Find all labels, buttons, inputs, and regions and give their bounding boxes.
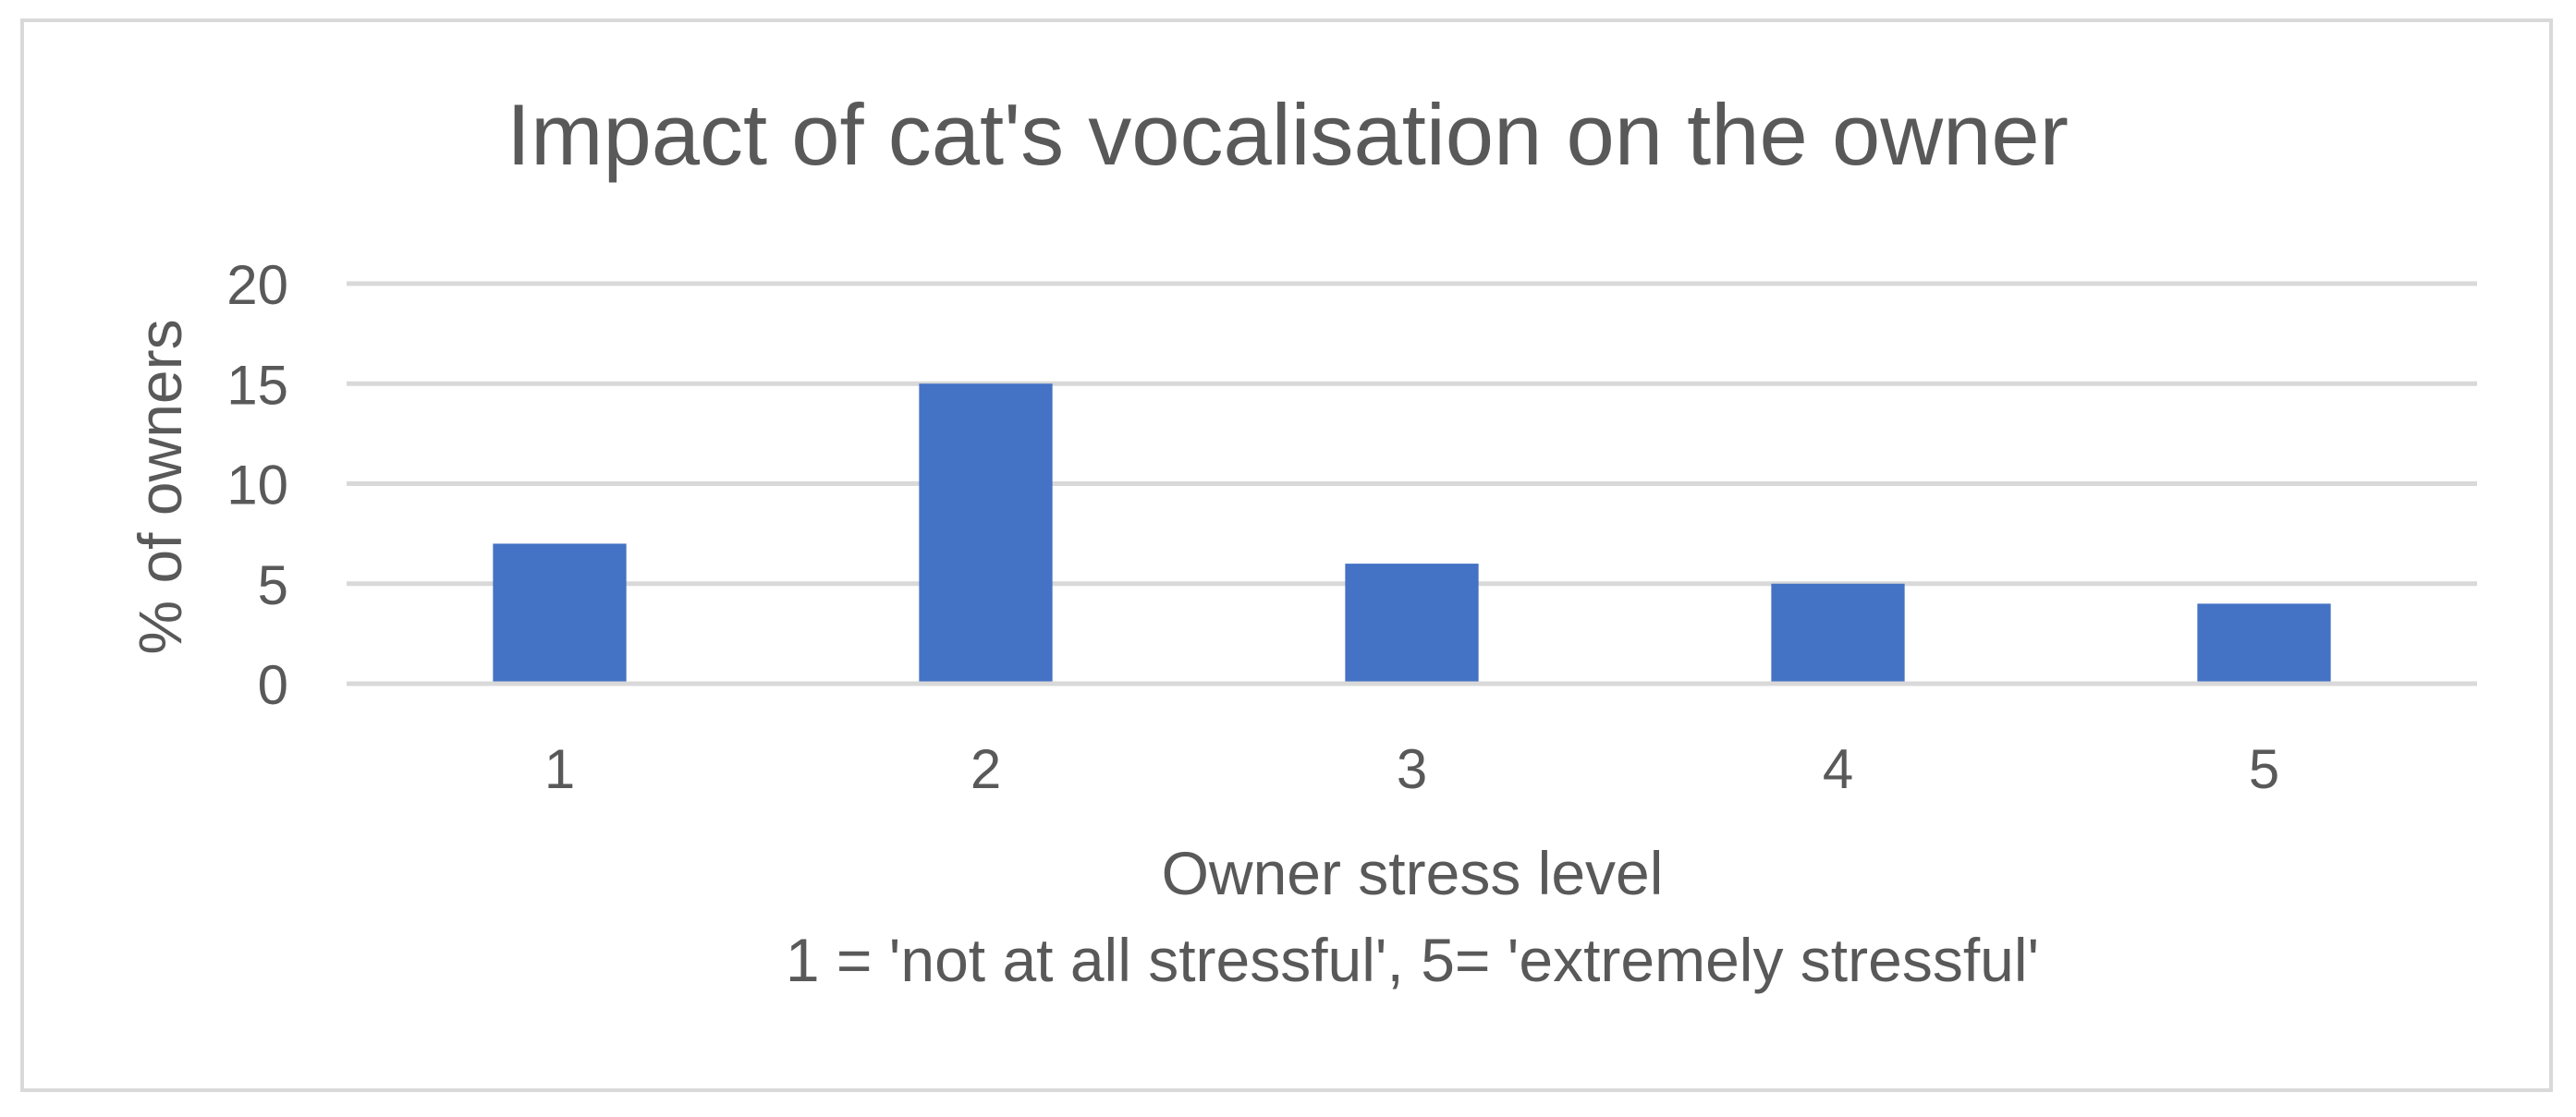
x-tick-label: 1	[544, 738, 575, 800]
x-tick-label: 5	[2249, 738, 2279, 800]
y-tick-label: 5	[258, 554, 288, 616]
y-tick-label: 0	[258, 654, 288, 716]
chart-frame	[20, 18, 2553, 1092]
bar-4	[1771, 583, 1905, 684]
y-axis-ticks: 0 5 10 15 20	[226, 254, 288, 716]
chart-title: Impact of cat's vocalisation on the owne…	[507, 86, 2069, 183]
x-axis-label: Owner stress level	[1162, 839, 1664, 907]
y-tick-label: 20	[226, 254, 288, 316]
x-tick-label: 2	[971, 738, 1001, 800]
x-axis-note: 1 = 'not at all stressful', 5= 'extremel…	[786, 926, 2039, 994]
bar-3	[1345, 564, 1479, 684]
bar-1	[493, 543, 627, 684]
x-tick-label: 4	[1823, 738, 1853, 800]
x-tick-label: 3	[1397, 738, 1427, 800]
y-tick-label: 10	[226, 455, 288, 516]
bar-5	[2197, 603, 2331, 684]
bars	[347, 383, 2477, 686]
x-axis-ticks: 1 2 3 4 5	[544, 738, 2279, 800]
y-tick-label: 15	[226, 354, 288, 416]
bar-2	[919, 383, 1053, 684]
y-axis-label: % of owners	[126, 319, 194, 654]
